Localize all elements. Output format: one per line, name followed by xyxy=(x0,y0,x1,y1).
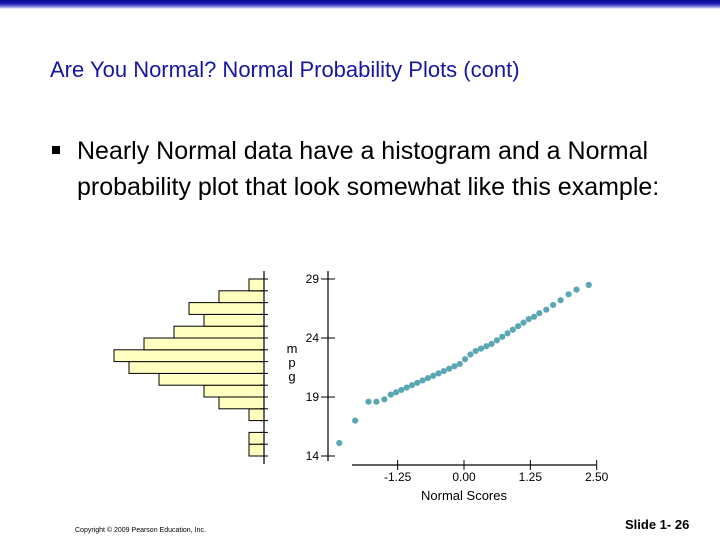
data-point xyxy=(477,345,485,352)
x-tick-label: 0.00 xyxy=(452,470,476,484)
data-point xyxy=(536,310,543,317)
slide-number: Slide 1- 26 xyxy=(625,517,690,532)
histogram-bar xyxy=(128,361,265,374)
histogram-bar xyxy=(248,443,265,457)
data-point xyxy=(352,417,359,424)
data-point xyxy=(525,316,532,323)
figure-svg: 14 19 24 29 mpg -1.25 0.00 1.25 2.50 Normal Score… xyxy=(113,271,609,503)
data-point xyxy=(424,375,432,382)
data-point xyxy=(483,343,490,350)
figure: 14 19 24 29 m p g -1.25 0.00 1.25 2.50 Normal Score… xyxy=(0,255,720,515)
histogram-bar xyxy=(203,384,265,398)
data-point xyxy=(557,297,564,304)
data-point xyxy=(543,306,550,313)
data-point xyxy=(488,340,495,347)
data-point xyxy=(408,382,416,389)
data-point xyxy=(381,396,388,403)
y-tick-label: 29 xyxy=(306,272,320,286)
data-point xyxy=(550,301,557,309)
data-point xyxy=(387,391,394,398)
y-tick-label: 24 xyxy=(306,331,320,345)
data-point xyxy=(456,360,463,368)
slide-title: Are You Normal? Normal Probability Plots… xyxy=(50,57,520,82)
data-point xyxy=(398,386,405,394)
data-point xyxy=(565,291,572,298)
histogram-bar xyxy=(113,349,265,363)
y-axis-title-letter: p xyxy=(288,355,295,370)
data-point xyxy=(446,365,453,372)
data-point xyxy=(509,326,516,333)
histogram-bar xyxy=(248,278,265,292)
data-point xyxy=(419,377,426,384)
histogram-bar xyxy=(158,372,265,386)
histogram-bar xyxy=(218,396,265,410)
data-point xyxy=(499,333,506,340)
data-point xyxy=(435,370,442,377)
histogram-bar xyxy=(188,302,265,315)
data-point xyxy=(515,323,522,330)
x-axis-title: Normal Scores xyxy=(421,488,507,503)
data-point xyxy=(472,347,479,355)
data-point xyxy=(504,330,511,337)
histogram-bar xyxy=(143,337,265,351)
data-point xyxy=(392,389,400,396)
y-tick-label: 19 xyxy=(306,390,320,404)
y-axis-title-letter: g xyxy=(288,369,295,384)
y-axis-title-letter: m xyxy=(287,341,298,356)
histogram-bar xyxy=(248,431,265,445)
data-point xyxy=(520,319,527,326)
x-tick-label: 1.25 xyxy=(519,470,543,484)
data-point xyxy=(373,398,380,405)
data-point xyxy=(430,372,437,379)
data-point xyxy=(365,398,372,405)
histogram-bar xyxy=(218,290,265,304)
data-point xyxy=(573,286,580,293)
data-point xyxy=(461,356,469,363)
copyright-text: Copyright © 2009 Pearson Education, Inc. xyxy=(75,527,206,534)
data-point xyxy=(336,439,343,447)
data-point xyxy=(530,313,538,320)
histogram-bar xyxy=(248,408,265,422)
data-point xyxy=(440,367,447,375)
top-accent-bar xyxy=(0,0,720,9)
y-tick-label: 14 xyxy=(306,449,320,463)
bullet-marker xyxy=(52,146,60,154)
x-tick-label: -1.25 xyxy=(384,470,412,484)
data-point xyxy=(467,351,474,358)
data-point xyxy=(414,379,421,386)
data-point xyxy=(403,384,410,391)
data-point xyxy=(451,363,458,370)
data-point xyxy=(585,281,592,288)
histogram-bar xyxy=(203,313,265,327)
histogram-bar xyxy=(173,325,265,339)
bullet-text: Nearly Normal data have a histogram and … xyxy=(77,137,660,201)
data-point xyxy=(493,337,501,344)
x-tick-label: 2.50 xyxy=(585,470,609,484)
